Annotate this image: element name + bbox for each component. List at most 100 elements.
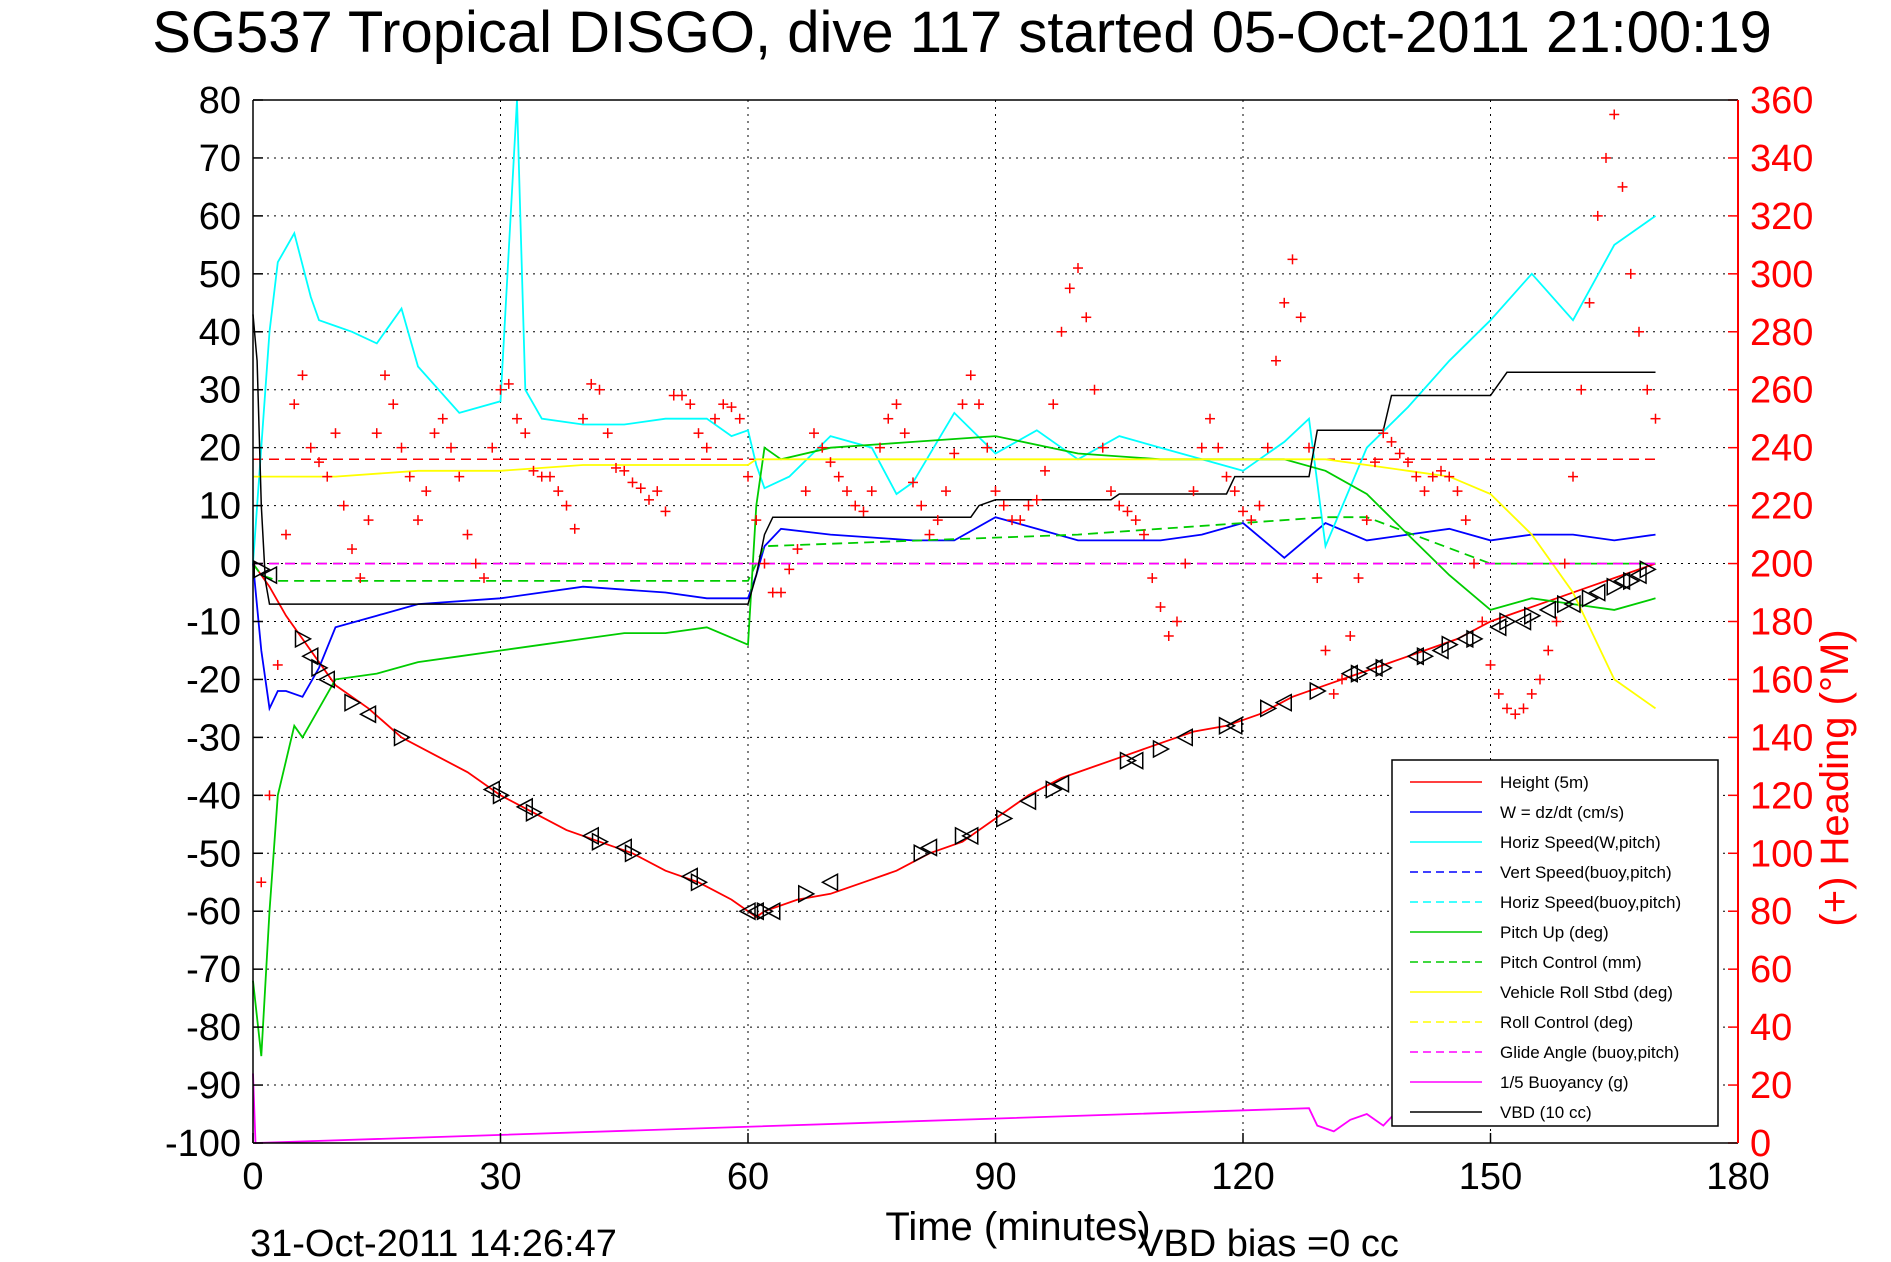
- direction-marker: [581, 826, 599, 846]
- direction-marker: [1629, 565, 1647, 585]
- direction-marker: [515, 797, 533, 817]
- heading-point: [1031, 494, 1042, 505]
- x-tick-label: 30: [479, 1156, 521, 1198]
- legend: Height (5m) W = dz/dt (cm/s) Horiz Speed(W…: [1391, 759, 1719, 1127]
- heading-point: [990, 486, 1001, 497]
- heading-point: [1543, 645, 1554, 656]
- y-tick-label: -100: [165, 1123, 241, 1165]
- direction-marker: [253, 560, 271, 579]
- heading-point: [1147, 573, 1158, 584]
- heading-point: [957, 399, 968, 410]
- heading-point: [941, 486, 951, 497]
- heading-point: [1444, 471, 1455, 482]
- direction-marker: [738, 901, 756, 921]
- heading-point: [1097, 442, 1108, 453]
- direction-marker: [763, 901, 781, 921]
- right-tick-label: 220: [1750, 486, 1813, 528]
- heading-point: [842, 486, 852, 497]
- heading-point: [1477, 616, 1488, 627]
- heading-point: [1114, 500, 1125, 511]
- heading-point: [1048, 399, 1059, 410]
- heading-point: [743, 471, 753, 482]
- heading-point: [1163, 630, 1174, 641]
- heading-point: [1411, 471, 1422, 482]
- right-tick-label: 20: [1750, 1065, 1792, 1107]
- axes: [252, 99, 1739, 1144]
- legend-label: Vert Speed(buoy,pitch): [1500, 863, 1672, 882]
- right-tick-label: 60: [1750, 949, 1792, 991]
- heading-point: [437, 413, 448, 424]
- heading-point: [479, 573, 489, 584]
- heading-point: [1625, 268, 1636, 279]
- direction-marker: [1051, 774, 1070, 793]
- direction-marker: [1406, 647, 1424, 666]
- heading-point: [569, 523, 580, 534]
- heading-point: [1568, 471, 1578, 482]
- heading-point: [404, 471, 415, 482]
- right-tick-label: 100: [1750, 833, 1813, 875]
- y-tick-label: -50: [186, 833, 241, 875]
- heading-point: [1592, 210, 1603, 221]
- heading-point: [1609, 109, 1620, 120]
- right-tick-label: 140: [1750, 717, 1813, 759]
- heading-point: [578, 413, 588, 424]
- heading-point: [891, 399, 902, 410]
- heading-point: [1295, 312, 1306, 323]
- y-tick-label: 60: [199, 196, 241, 238]
- direction-marker: [1499, 612, 1517, 631]
- y-tick-label: 40: [199, 312, 241, 354]
- heading-point: [652, 486, 663, 497]
- right-tick-label: 160: [1750, 659, 1813, 701]
- direction-marker: [690, 873, 709, 892]
- direction-marker: [996, 809, 1014, 828]
- heading-point: [297, 370, 308, 381]
- heading-point: [602, 428, 613, 439]
- heading-point: [1584, 297, 1595, 308]
- direction-marker: [1441, 635, 1459, 654]
- heading-point: [1601, 152, 1611, 163]
- heading-point: [1312, 573, 1323, 584]
- heading-point: [701, 442, 712, 453]
- heading-point: [611, 462, 621, 473]
- heading-point: [1221, 471, 1232, 482]
- heading-point: [1320, 645, 1331, 656]
- direction-marker: [259, 565, 278, 585]
- direction-marker: [1045, 780, 1063, 799]
- heading-point: [429, 428, 440, 439]
- heading-point: [850, 500, 861, 511]
- heading-point: [1271, 355, 1281, 366]
- y-tick-label: 0: [220, 544, 241, 586]
- heading-point: [1370, 457, 1380, 468]
- legend-label: Roll Control (deg): [1500, 1013, 1633, 1032]
- heading-point: [924, 529, 935, 540]
- direction-marker: [1538, 600, 1556, 620]
- heading-point: [594, 384, 605, 395]
- direction-marker: [1350, 664, 1369, 683]
- heading-point: [1642, 384, 1653, 395]
- heading-point: [1279, 297, 1290, 308]
- legend-label: Horiz Speed(buoy,pitch): [1500, 893, 1681, 912]
- direction-marker: [756, 901, 775, 921]
- heading-point: [371, 428, 382, 439]
- heading-point: [1254, 500, 1265, 511]
- heading-point: [635, 483, 646, 494]
- heading-point: [1386, 436, 1397, 447]
- heading-point: [363, 515, 374, 526]
- right-tick-label: 80: [1750, 891, 1792, 933]
- heading-point: [1353, 573, 1364, 584]
- direction-marker: [1606, 577, 1624, 596]
- heading-point: [388, 399, 399, 410]
- heading-point: [264, 790, 275, 801]
- heading-point: [1064, 283, 1075, 294]
- heading-point: [734, 413, 745, 424]
- heading-point: [858, 506, 869, 517]
- direction-marker: [1623, 571, 1641, 591]
- series-line-vehicle-roll-stbd-deg: [253, 458, 1657, 710]
- heading-point: [454, 471, 465, 482]
- x-tick-label: 0: [242, 1156, 263, 1198]
- heading-point: [800, 486, 811, 497]
- heading-point: [677, 390, 687, 401]
- direction-marker: [1126, 751, 1144, 770]
- right-tick-label: 40: [1750, 1007, 1792, 1049]
- heading-point: [1559, 558, 1570, 569]
